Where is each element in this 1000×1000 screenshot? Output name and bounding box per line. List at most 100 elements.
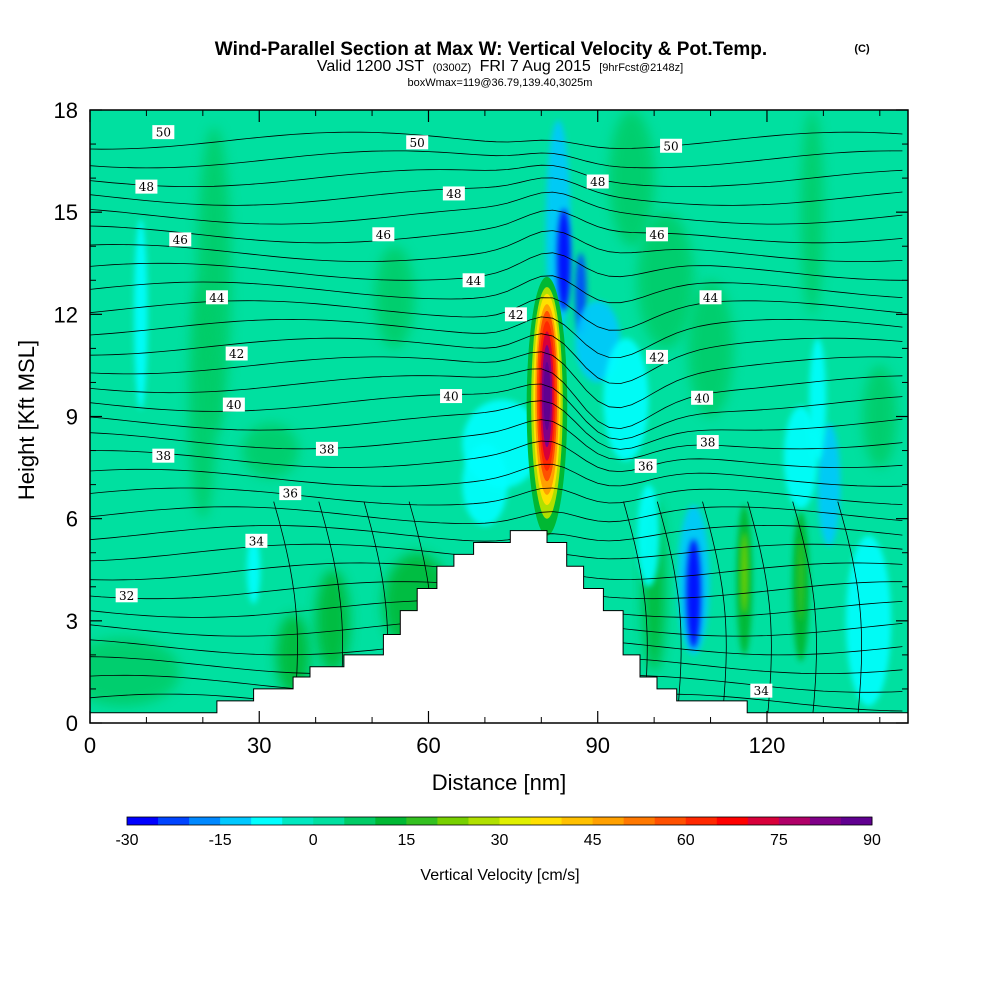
isentrope-line bbox=[702, 501, 727, 723]
contour-label: 42 bbox=[504, 307, 527, 322]
contour-label: 38 bbox=[696, 435, 719, 450]
contour-label-text: 50 bbox=[663, 139, 678, 153]
x-tick-label: 60 bbox=[416, 733, 440, 758]
colorbar-swatch bbox=[840, 817, 873, 825]
field-blob bbox=[817, 423, 841, 546]
field-blob bbox=[374, 246, 415, 349]
x-axis: 0 30 60 90 120 bbox=[84, 110, 881, 758]
colorbar-tick-label: 45 bbox=[584, 832, 602, 849]
contour-label-text: 42 bbox=[508, 308, 523, 322]
valid-date: FRI 7 Aug 2015 bbox=[480, 58, 591, 75]
contour-label-text: 48 bbox=[446, 187, 461, 201]
y-tick-label: 15 bbox=[54, 200, 78, 225]
contour-label-text: 36 bbox=[283, 487, 298, 501]
contour-label: 38 bbox=[152, 448, 175, 463]
field-blob bbox=[134, 218, 148, 410]
contour-label-text: 38 bbox=[700, 436, 715, 450]
contour-label-text: 46 bbox=[649, 228, 664, 242]
contour-label-box bbox=[372, 227, 395, 242]
contour-label-box bbox=[699, 290, 722, 305]
contour-label: 32 bbox=[115, 588, 138, 603]
contour-label: 50 bbox=[406, 135, 429, 150]
colorbar-title: Vertical Velocity [cm/s] bbox=[420, 867, 579, 884]
colorbar-swatch bbox=[189, 817, 221, 825]
colorbar-swatch bbox=[406, 817, 438, 825]
isentrope-line bbox=[90, 150, 903, 169]
colorbar-swatch bbox=[127, 817, 159, 825]
field-blob bbox=[637, 484, 660, 587]
contour-label-text: 38 bbox=[319, 442, 334, 456]
y-tick-label: 18 bbox=[54, 98, 78, 123]
y-axis-title: Height [Kft MSL] bbox=[14, 340, 39, 500]
colorbar-swatch bbox=[344, 817, 376, 825]
contour-label-box bbox=[245, 533, 268, 548]
isentrope-line bbox=[90, 400, 903, 450]
colorbar-swatch bbox=[778, 817, 811, 825]
isentrope-line bbox=[90, 164, 903, 188]
colorbar-frame bbox=[126, 816, 873, 826]
pot-temp-contours bbox=[90, 131, 903, 723]
contour-label: 38 bbox=[315, 441, 338, 456]
colorbar-swatch bbox=[499, 817, 532, 825]
contour-label-box bbox=[115, 588, 138, 603]
chart-title: Wind-Parallel Section at Max W: Vertical… bbox=[215, 39, 767, 60]
isentrope-line bbox=[90, 131, 903, 150]
contour-label-box bbox=[152, 125, 175, 140]
contour-label-box bbox=[225, 346, 248, 361]
contour-label-box bbox=[462, 273, 485, 288]
contour-labels: 50 50 50 48 48 48 46 46 46 44 44 44 42 42 42 40 40 40 38 38… bbox=[115, 125, 773, 698]
contour-label-box bbox=[586, 174, 609, 189]
contour-label: 48 bbox=[135, 179, 158, 194]
contour-label-text: 44 bbox=[703, 291, 719, 305]
contour-label-text: 42 bbox=[649, 350, 664, 364]
colorbar-swatch bbox=[561, 817, 594, 825]
isentrope-line bbox=[837, 501, 862, 723]
isentrope-line bbox=[90, 368, 903, 430]
velocity-field bbox=[90, 110, 897, 706]
colorbar-swatch bbox=[220, 817, 252, 825]
contour-label-box bbox=[222, 397, 245, 412]
colorbar-swatch bbox=[809, 817, 842, 825]
isentrope-line bbox=[90, 487, 903, 506]
contour-label: 36 bbox=[634, 458, 657, 473]
isentrope-line bbox=[90, 351, 903, 409]
contour-label-box bbox=[152, 448, 175, 463]
contour-label-text: 46 bbox=[376, 228, 391, 242]
contour-label: 46 bbox=[372, 227, 395, 242]
field-blob bbox=[800, 110, 824, 315]
updraft-core-ring bbox=[543, 362, 551, 431]
contour-label-box bbox=[691, 390, 714, 405]
field-blob bbox=[462, 443, 508, 526]
contour-label-box bbox=[645, 349, 668, 364]
contour-label: 40 bbox=[691, 390, 714, 405]
y-tick-label: 6 bbox=[66, 507, 78, 532]
valid-utc: (0300Z) bbox=[433, 62, 472, 74]
contour-label-box bbox=[440, 389, 463, 404]
contour-label-text: 44 bbox=[466, 274, 482, 288]
contour-label-text: 34 bbox=[249, 534, 265, 548]
contour-label-box bbox=[660, 138, 683, 153]
colorbar-tick-label: -30 bbox=[115, 832, 138, 849]
contour-label-text: 46 bbox=[173, 233, 188, 247]
contour-label: 40 bbox=[440, 389, 463, 404]
contour-label-text: 32 bbox=[119, 589, 134, 603]
colorbar-swatch bbox=[313, 817, 345, 825]
contour-label: 42 bbox=[225, 346, 248, 361]
field-blob bbox=[315, 569, 350, 672]
colorbar-swatch bbox=[251, 817, 283, 825]
colorbar-swatch bbox=[158, 817, 190, 825]
field-blob bbox=[90, 637, 181, 706]
field-blob bbox=[687, 280, 734, 417]
contour-label-box bbox=[634, 458, 657, 473]
contour-label: 44 bbox=[462, 273, 485, 288]
colorbar bbox=[126, 816, 873, 826]
colorbar-tick-label: 90 bbox=[863, 832, 881, 849]
x-axis-title: Distance [nm] bbox=[432, 770, 567, 795]
colorbar-tick-label: 75 bbox=[770, 832, 788, 849]
colorbar-swatch bbox=[685, 817, 718, 825]
contour-label-text: 38 bbox=[156, 449, 171, 463]
contour-label-text: 40 bbox=[443, 390, 458, 404]
colorbar-labels: -30 -15 0 15 30 45 60 75 90 bbox=[115, 832, 881, 849]
colorbar-swatch bbox=[375, 817, 407, 825]
y-tick-label: 3 bbox=[66, 609, 78, 634]
